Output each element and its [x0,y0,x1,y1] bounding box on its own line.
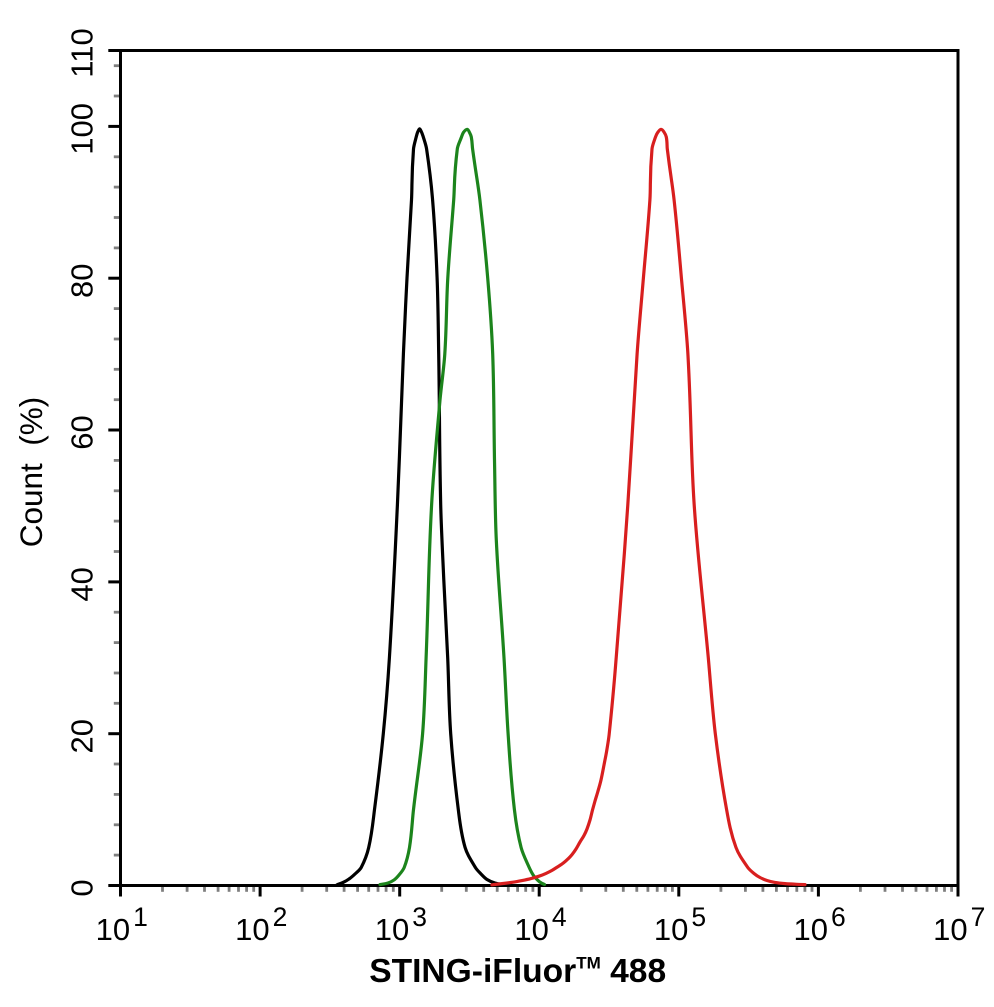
svg-text:STING-iFluorTM 488: STING-iFluorTM 488 [369,953,666,990]
svg-text:0: 0 [64,879,99,896]
svg-text:20: 20 [64,719,99,753]
svg-text:60: 60 [64,415,99,449]
svg-text:40: 40 [64,567,99,601]
svg-text:110: 110 [64,28,99,77]
svg-text:100: 100 [64,103,99,155]
svg-text:Count (%): Count (%) [13,397,49,548]
svg-text:80: 80 [64,263,99,297]
